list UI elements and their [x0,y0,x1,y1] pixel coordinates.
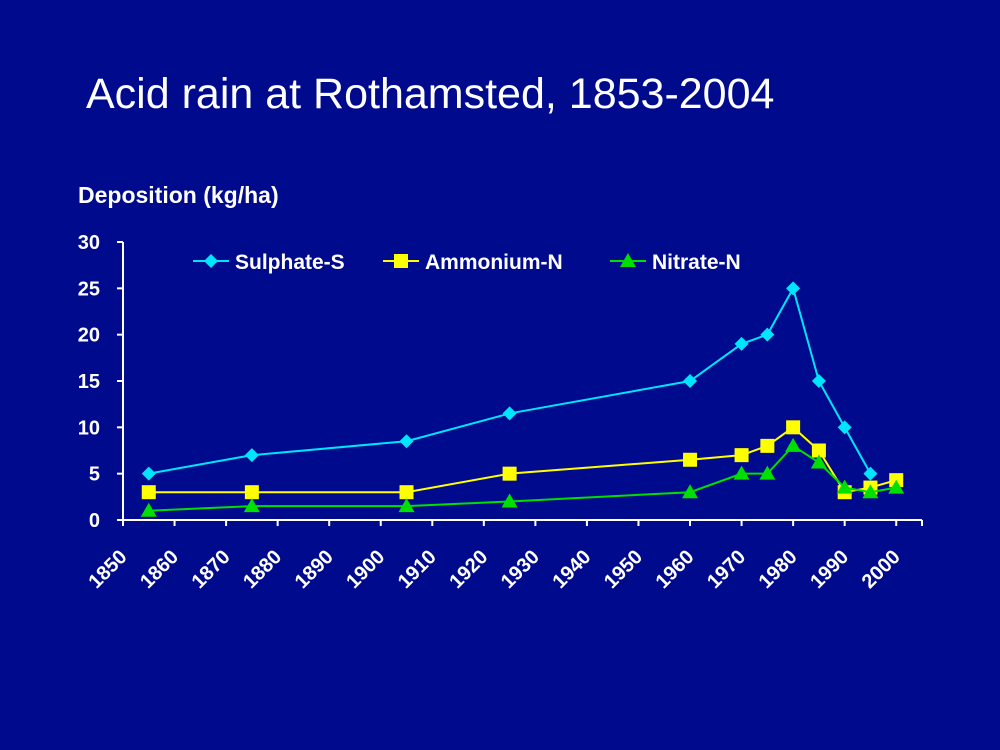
x-tick-label: 1990 [806,546,853,593]
ammonium-n-point [811,443,826,458]
sulphate-s-point [399,434,414,449]
x-tick-label: 1880 [239,546,286,593]
ammonium-n-line [148,426,897,494]
x-tick-label: 1930 [497,546,544,593]
nitrate-n-point [862,484,879,499]
x-tick-label: 1960 [652,546,699,593]
sulphate-s-point [141,466,156,481]
ammonium-n-point [399,485,414,500]
sulphate-s-point [760,327,775,342]
y-tick-label: 30 [78,232,100,254]
ammonium-n-point [760,438,775,453]
slide-title: Acid rain at Rothamsted, 1853-2004 [86,70,775,118]
legend-ammonium-n-label: Ammonium-N [425,251,563,274]
nitrate-n-point [398,498,415,513]
x-tick-label: 1950 [600,546,647,593]
sulphate-s-point [863,466,878,481]
x-tick-label: 1900 [342,546,389,593]
x-tick-label: 1920 [445,546,492,593]
ammonium-n-point [683,452,698,467]
ammonium-n-point [786,420,801,435]
x-tick-label: 2000 [858,546,905,593]
ammonium-n-point [244,485,259,500]
x-tick-label: 1890 [291,546,338,593]
legend-nitrate-n-marker [620,253,636,267]
y-tick-label: 5 [89,464,100,486]
x-tick-label: 1980 [755,546,802,593]
nitrate-n-point [501,493,518,508]
nitrate-n-point [243,498,260,513]
legend-ammonium-n-marker [394,254,408,268]
y-tick-label: 10 [78,417,100,439]
sulphate-s-point [244,448,259,463]
legend-sulphate-s-label: Sulphate-S [235,251,345,274]
y-tick-label: 15 [78,371,100,393]
sulphate-s-point [734,336,749,351]
x-tick-label: 1940 [548,546,595,593]
legend-sulphate-s-marker [204,254,218,268]
x-tick-label: 1850 [85,546,132,593]
x-tick-label: 1870 [188,546,235,593]
ammonium-n-point [734,448,749,463]
sulphate-s-point [837,420,852,435]
sulphate-s-point [786,281,801,296]
x-tick-label: 1860 [136,546,183,593]
x-tick-label: 1970 [703,546,750,593]
x-tick-label: 1910 [394,546,441,593]
nitrate-n-point [682,484,699,499]
nitrate-n-line [148,444,897,512]
ammonium-n-point [141,485,156,500]
y-tick-label: 0 [89,510,100,532]
nitrate-n-point [733,465,750,480]
nitrate-n-point [785,437,802,452]
sulphate-s-point [811,374,826,388]
ammonium-n-point [502,466,517,481]
sulphate-s-point [683,374,698,388]
nitrate-n-point [888,479,905,494]
nitrate-n-point [810,454,827,469]
nitrate-n-point [759,465,776,480]
y-axis-label: Deposition (kg/ha) [78,182,279,208]
y-tick-label: 25 [78,278,100,300]
nitrate-n-point [140,502,157,517]
legend-nitrate-n-label: Nitrate-N [652,251,741,274]
sulphate-s-point [502,406,517,421]
y-tick-label: 20 [78,325,100,347]
nitrate-n-point [836,479,853,494]
